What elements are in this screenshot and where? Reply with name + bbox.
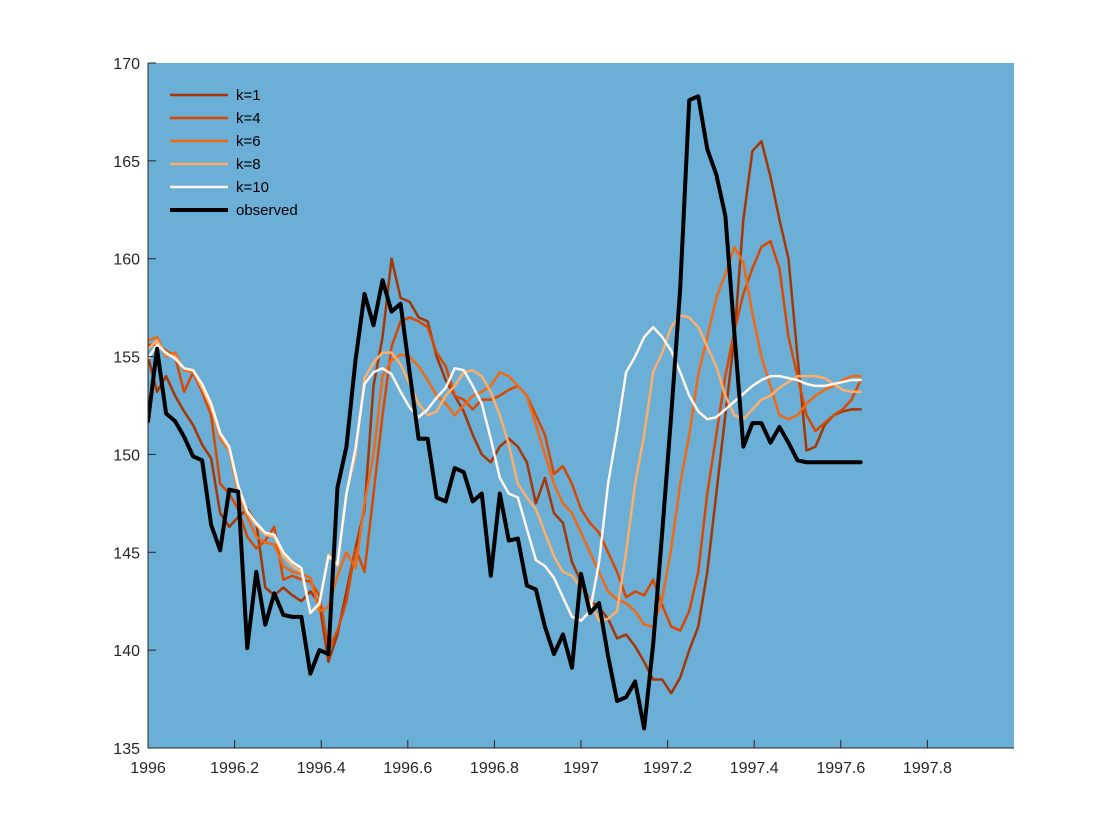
x-tick-label: 1997.2 xyxy=(643,760,692,777)
y-tick-label: 135 xyxy=(113,741,140,758)
legend-label: k=1 xyxy=(236,87,261,104)
series-layer xyxy=(148,94,863,731)
x-tick-label: 1996.2 xyxy=(210,760,259,777)
y-tick-label: 170 xyxy=(113,56,140,73)
series-line-k-4 xyxy=(148,239,862,652)
series-line-k-10 xyxy=(148,325,862,623)
axes: 1996 1996.2 1996.4 1996.6 1996.8 1997 1997.2 19… xyxy=(113,56,1014,777)
legend: k=1 k=4 k=6 k=8 k=10 observed xyxy=(170,87,298,219)
y-tick-label: 155 xyxy=(113,350,140,367)
legend-label: k=6 xyxy=(236,133,261,150)
legend-label: k=10 xyxy=(236,179,269,196)
series-line-k-1 xyxy=(148,140,862,695)
y-tick-label: 165 xyxy=(113,154,140,171)
x-tick-label: 1997.4 xyxy=(730,760,779,777)
plot-area xyxy=(148,63,1014,748)
series-line-observed xyxy=(148,94,863,731)
y-tick-label: 150 xyxy=(113,447,140,464)
series-line-k-6 xyxy=(148,245,862,628)
y-tick-label: 160 xyxy=(113,252,140,269)
x-tick-label: 1996.4 xyxy=(297,760,346,777)
legend-label: k=8 xyxy=(236,156,261,173)
x-tick-label: 1997.6 xyxy=(816,760,865,777)
x-tick-label: 1997 xyxy=(563,760,599,777)
x-tick-label: 1997.8 xyxy=(903,760,952,777)
x-tick-label: 1996 xyxy=(130,760,166,777)
y-tick-label: 140 xyxy=(113,643,140,660)
legend-label: k=4 xyxy=(236,110,261,127)
x-tick-label: 1996.8 xyxy=(470,760,519,777)
y-tick-label: 145 xyxy=(113,545,140,562)
legend-label: observed xyxy=(236,202,298,219)
x-tick-label: 1996.6 xyxy=(383,760,432,777)
